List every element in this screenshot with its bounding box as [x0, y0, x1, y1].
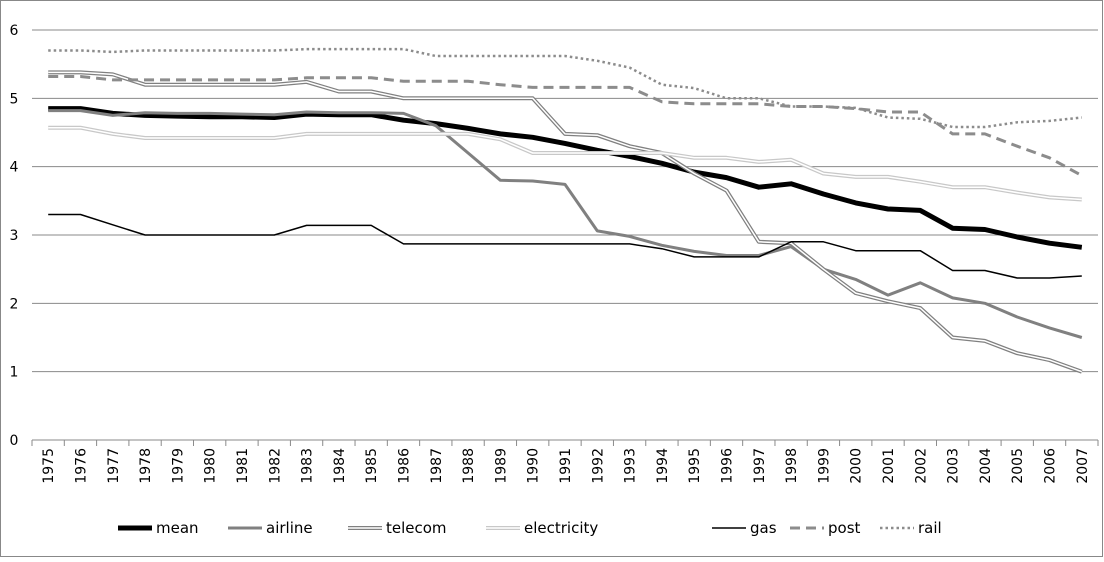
series-line-inner [48, 126, 1082, 201]
legend-label: airline [266, 519, 313, 537]
x-tick-label: 1989 [493, 448, 509, 484]
y-tick-label: 5 [10, 91, 19, 107]
legend-label: telecom [386, 519, 447, 537]
x-tick-label: 1990 [526, 448, 542, 484]
series-line [48, 47, 1082, 129]
x-tick-label: 1991 [558, 448, 574, 484]
x-tick-label: 2007 [1075, 448, 1091, 484]
x-tick-label: 1997 [752, 448, 768, 484]
legend-label: post [828, 519, 861, 537]
x-tick-label: 1986 [396, 448, 412, 484]
y-tick-label: 3 [10, 228, 19, 244]
x-tick-label: 1995 [687, 448, 703, 484]
legend-label: electricity [524, 519, 598, 537]
x-tick-label: 2002 [913, 448, 929, 484]
x-tick-label: 1981 [235, 448, 251, 484]
x-tick-label: 1985 [364, 448, 380, 484]
legend-label: mean [156, 519, 199, 537]
x-tick-label: 2000 [849, 448, 865, 484]
x-tick-label: 2001 [881, 448, 897, 484]
x-tick-label: 1980 [203, 448, 219, 484]
series-line [48, 106, 1083, 250]
y-tick-label: 0 [10, 433, 19, 449]
x-tick-label: 1988 [461, 448, 477, 484]
x-tick-label: 1977 [106, 448, 122, 484]
x-tick-label: 2003 [946, 448, 962, 484]
y-tick-label: 2 [10, 296, 19, 312]
series-line-inner [48, 71, 1083, 373]
x-tick-label: 1984 [332, 448, 348, 484]
x-tick-label: 1994 [655, 448, 671, 484]
x-tick-label: 2004 [978, 448, 994, 484]
x-tick-label: 1979 [170, 448, 186, 484]
x-tick-label: 1993 [623, 448, 639, 484]
x-tick-label: 2005 [1010, 448, 1026, 484]
x-tick-label: 1978 [138, 448, 154, 484]
y-tick-label: 6 [10, 23, 19, 39]
x-tick-label: 1992 [590, 448, 606, 484]
y-tick-label: 1 [10, 365, 19, 381]
legend-label: rail [918, 519, 942, 537]
x-tick-label: 1975 [41, 448, 57, 484]
x-tick-label: 1998 [784, 448, 800, 484]
x-tick-label: 1987 [429, 448, 445, 484]
legend-label: gas [750, 519, 777, 537]
series-line [48, 109, 1083, 339]
y-tick-label: 4 [10, 160, 19, 176]
series-line [48, 75, 1083, 177]
x-tick-label: 1983 [300, 448, 316, 484]
x-tick-label: 1996 [720, 448, 736, 484]
x-tick-label: 2006 [1043, 448, 1059, 484]
x-tick-label: 1976 [73, 448, 89, 484]
series-line [48, 213, 1082, 279]
x-tick-label: 1982 [267, 448, 283, 484]
x-tick-label: 1999 [816, 448, 832, 484]
